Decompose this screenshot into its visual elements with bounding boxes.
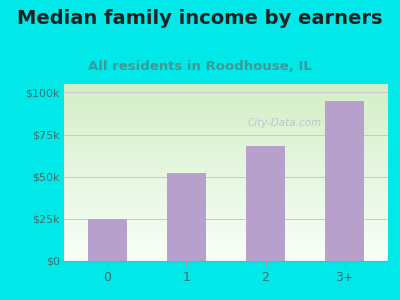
Text: Median family income by earners: Median family income by earners bbox=[17, 9, 383, 28]
Bar bbox=[88, 219, 127, 261]
Text: All residents in Roodhouse, IL: All residents in Roodhouse, IL bbox=[88, 60, 312, 73]
Text: City-Data.com: City-Data.com bbox=[247, 118, 321, 128]
Bar bbox=[167, 173, 206, 261]
Bar bbox=[325, 101, 364, 261]
Bar bbox=[246, 146, 285, 261]
